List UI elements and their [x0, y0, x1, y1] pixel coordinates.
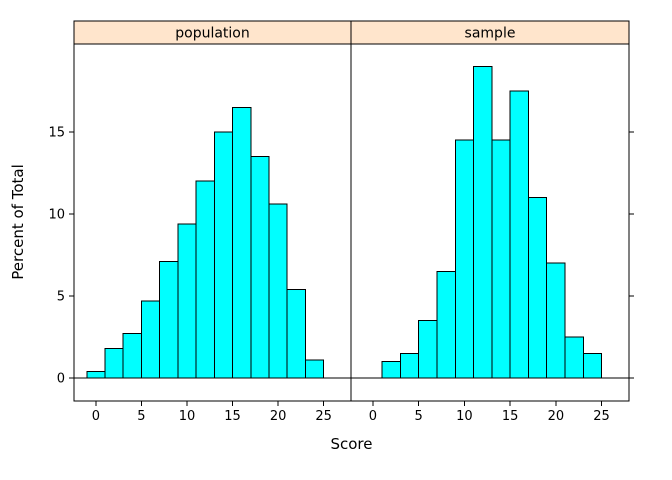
x-tick-label: 10	[179, 409, 196, 424]
x-axis-label: Score	[330, 435, 372, 453]
histogram-bar	[250, 156, 270, 379]
histogram-bar	[140, 300, 161, 379]
histogram-bar	[381, 361, 401, 379]
histogram-bar	[564, 336, 584, 379]
histogram-bar	[473, 65, 493, 379]
histogram-bar	[527, 197, 548, 379]
y-tick-label: 10	[48, 208, 65, 223]
y-tick-label: 15	[48, 126, 65, 141]
x-tick-label: 20	[548, 409, 565, 424]
strip-label: sample	[465, 26, 516, 42]
histogram-bar	[177, 223, 197, 379]
x-tick-label: 15	[224, 409, 241, 424]
y-tick-label: 5	[57, 290, 65, 305]
x-tick-label: 5	[137, 409, 145, 424]
x-tick-label: 25	[593, 409, 610, 424]
panel-population: population 0 5 10 15 20 25	[73, 20, 352, 424]
y-tick-label: 0	[57, 372, 65, 387]
histogram-bar	[582, 352, 603, 379]
histogram-bar	[159, 261, 179, 379]
strip-label: population	[175, 26, 250, 42]
x-tick-label: 25	[315, 409, 332, 424]
histogram-bar	[232, 106, 252, 379]
y-axis-label: Percent of Total	[9, 164, 27, 279]
histogram-bar	[195, 180, 215, 379]
histogram-bar	[546, 262, 566, 379]
histogram-bar	[286, 288, 306, 379]
histogram-bar	[213, 131, 234, 379]
x-tick-label: 20	[270, 409, 287, 424]
x-tick-label: 0	[92, 409, 100, 424]
panel-sample: sample 0 5 10 15 20 25	[350, 20, 630, 424]
histogram-bar	[268, 203, 288, 379]
histogram-bar	[104, 347, 124, 379]
histogram-bar	[454, 139, 475, 379]
histogram-bar	[418, 320, 438, 379]
x-tick-label: 15	[502, 409, 519, 424]
panel-box	[350, 43, 630, 402]
histogram-bar	[491, 139, 511, 379]
histogram-bar	[399, 352, 420, 379]
histogram-bar	[122, 333, 142, 379]
histogram-bar	[509, 90, 529, 379]
histogram-bar	[304, 359, 325, 379]
histogram-bar	[86, 370, 106, 379]
histogram-bar	[436, 270, 456, 379]
x-tick-label: 0	[369, 409, 377, 424]
x-tick-label: 10	[456, 409, 473, 424]
x-tick-label: 5	[415, 409, 423, 424]
